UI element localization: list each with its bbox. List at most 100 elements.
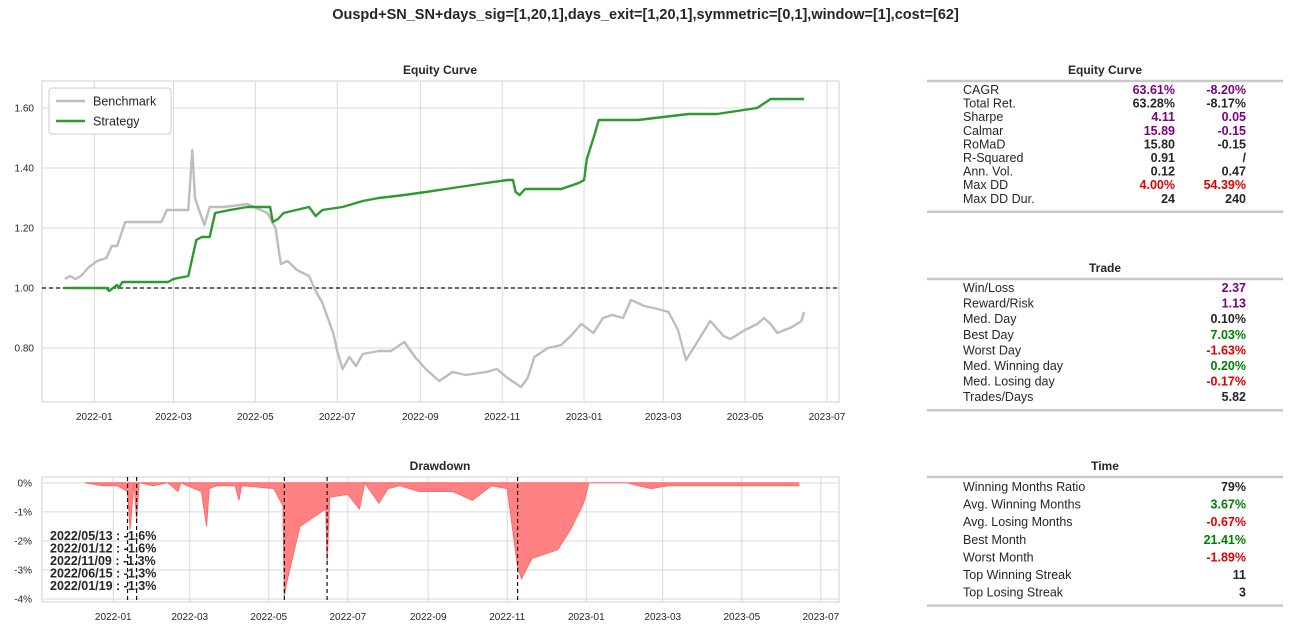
legend-strategy-label: Strategy <box>93 115 140 129</box>
equity-row-value-benchmark: -0.15 <box>1218 124 1247 138</box>
drawdown-y-tick: 0% <box>18 478 33 489</box>
trade-row-label: Worst Day <box>963 343 1022 357</box>
equity-x-tick: 2022-01 <box>76 412 113 423</box>
equity-row-value-strategy: 24 <box>1161 192 1175 206</box>
legend: Benchmark Strategy <box>48 87 172 135</box>
drawdown-x-tick: 2023-05 <box>723 612 760 623</box>
drawdown-y-tick: -1% <box>14 507 32 518</box>
equity-row-label: CAGR <box>963 83 999 97</box>
trade-row-value: 0.10% <box>1211 312 1246 326</box>
drawdown-annotation: 2022/06/15 : -1.3% <box>50 567 156 581</box>
trade-row-label: Best Day <box>963 328 1014 342</box>
equity-row-label: Calmar <box>963 124 1003 138</box>
equity-y-tick: 1.60 <box>15 104 35 115</box>
equity-y-tick: 1.20 <box>15 224 35 235</box>
equity-row-value-strategy: 63.61% <box>1133 83 1175 97</box>
drawdown-x-tick: 2022-05 <box>250 612 287 623</box>
time-table-title: Time <box>1091 459 1119 473</box>
equity-panel-title: Equity Curve <box>403 63 477 77</box>
strategy-line <box>64 97 805 293</box>
drawdown-plot-area <box>41 476 840 603</box>
equity-row-label: R-Squared <box>963 151 1023 165</box>
equity-row-value-benchmark: 0.47 <box>1222 165 1246 179</box>
drawdown-y-tick: -4% <box>14 595 32 606</box>
drawdown-x-tick: 2023-07 <box>803 612 840 623</box>
trade-row-value: 2.37 <box>1222 281 1246 295</box>
equity-row-value-strategy: 63.28% <box>1133 97 1175 111</box>
time-row-label: Winning Months Ratio <box>963 480 1085 494</box>
drawdown-x-tick: 2022-09 <box>410 612 447 623</box>
time-row-label: Top Losing Streak <box>963 586 1064 600</box>
time-row-value: 79% <box>1221 480 1246 494</box>
equity-row-value-benchmark: / <box>1243 151 1247 165</box>
trade-row-value: 5.82 <box>1222 390 1246 404</box>
time-row-value: 3 <box>1239 586 1246 600</box>
equity-row-value-strategy: 0.12 <box>1151 165 1175 179</box>
equity-x-tick: 2022-11 <box>484 412 520 423</box>
time-row-label: Best Month <box>963 533 1026 547</box>
drawdown-x-tick: 2023-01 <box>568 612 605 623</box>
trade-row-value: -1.63% <box>1206 343 1246 357</box>
trade-row-label: Trades/Days <box>963 390 1033 404</box>
equity-row-value-benchmark: -8.20% <box>1206 83 1246 97</box>
trade-row-label: Reward/Risk <box>963 297 1035 311</box>
equity-row-value-benchmark: 240 <box>1225 192 1246 206</box>
drawdown-annotation: 2022/01/19 : -1.3% <box>50 579 156 593</box>
drawdown-x-tick: 2023-03 <box>644 612 681 623</box>
legend-benchmark-label: Benchmark <box>93 95 157 109</box>
time-row-value: -0.67% <box>1206 515 1246 529</box>
equity-x-tick: 2023-03 <box>645 412 682 423</box>
trade-row-value: 0.20% <box>1211 359 1246 373</box>
drawdown-panel-title: Drawdown <box>410 459 471 473</box>
benchmark-line <box>64 148 806 389</box>
equity-x-tick: 2023-05 <box>727 412 764 423</box>
trade-stats-table: Trade Win/Loss 2.37 Reward/Risk 1.13 Med. Day… <box>927 261 1283 412</box>
trade-row-label: Med. Day <box>963 312 1017 326</box>
equity-y-tick: 0.80 <box>15 344 35 355</box>
trade-row-label: Med. Winning day <box>963 359 1064 373</box>
equity-row-value-strategy: 15.80 <box>1144 137 1175 151</box>
equity-x-tick: 2023-01 <box>566 412 603 423</box>
equity-table-title: Equity Curve <box>1068 63 1142 77</box>
equity-x-tick: 2022-03 <box>155 412 192 423</box>
time-row-label: Avg. Losing Months <box>963 515 1073 529</box>
figure-title: Ouspd+SN_SN+days_sig=[1,20,1],days_exit=… <box>332 7 959 23</box>
equity-row-label: Max DD <box>963 178 1008 192</box>
equity-row-value-benchmark: 54.39% <box>1204 178 1246 192</box>
equity-curve-panel: Equity Curve 0.80 1.00 1.20 1.40 1.60 2022-0… <box>15 63 846 423</box>
equity-x-tick: 2022-09 <box>402 412 439 423</box>
equity-row-value-benchmark: -8.17% <box>1206 97 1246 111</box>
equity-row-label: Max DD Dur. <box>963 192 1035 206</box>
time-row-value: 21.41% <box>1204 533 1246 547</box>
trade-row-label: Win/Loss <box>963 281 1014 295</box>
time-row-label: Worst Month <box>963 550 1034 564</box>
legend-box <box>48 87 172 135</box>
trade-row-value: 1.13 <box>1222 297 1246 311</box>
equity-x-tick: 2023-07 <box>809 412 846 423</box>
drawdown-y-tick: -2% <box>14 536 32 547</box>
trade-row-value: -0.17% <box>1206 375 1246 389</box>
equity-row-label: Total Ret. <box>963 97 1016 111</box>
drawdown-area <box>84 481 800 597</box>
trade-row-value: 7.03% <box>1211 328 1246 342</box>
drawdown-annotation: 2022/11/09 : -1.3% <box>50 554 156 568</box>
time-row-value: 3.67% <box>1211 498 1246 512</box>
drawdown-x-tick: 2022-01 <box>95 612 132 623</box>
drawdown-annotation: 2022/01/12 : -1.6% <box>50 542 156 556</box>
drawdown-x-tick: 2022-03 <box>171 612 208 623</box>
drawdown-x-tick: 2022-07 <box>329 612 366 623</box>
equity-row-value-strategy: 0.91 <box>1151 151 1175 165</box>
time-row-label: Top Winning Streak <box>963 568 1072 582</box>
equity-row-label: Ann. Vol. <box>963 165 1013 179</box>
equity-row-label: Sharpe <box>963 110 1003 124</box>
equity-row-label: RoMaD <box>963 137 1005 151</box>
time-row-value: 11 <box>1233 568 1246 582</box>
equity-row-value-benchmark: -0.15 <box>1218 137 1247 151</box>
drawdown-y-tick: -3% <box>14 566 32 577</box>
equity-row-value-strategy: 15.89 <box>1144 124 1175 138</box>
equity-y-tick: 1.00 <box>15 284 35 295</box>
time-row-label: Avg. Winning Months <box>963 498 1081 512</box>
equity-y-tick: 1.40 <box>15 164 35 175</box>
time-stats-table: Time Winning Months Ratio 79% Avg. Winning … <box>927 459 1283 607</box>
